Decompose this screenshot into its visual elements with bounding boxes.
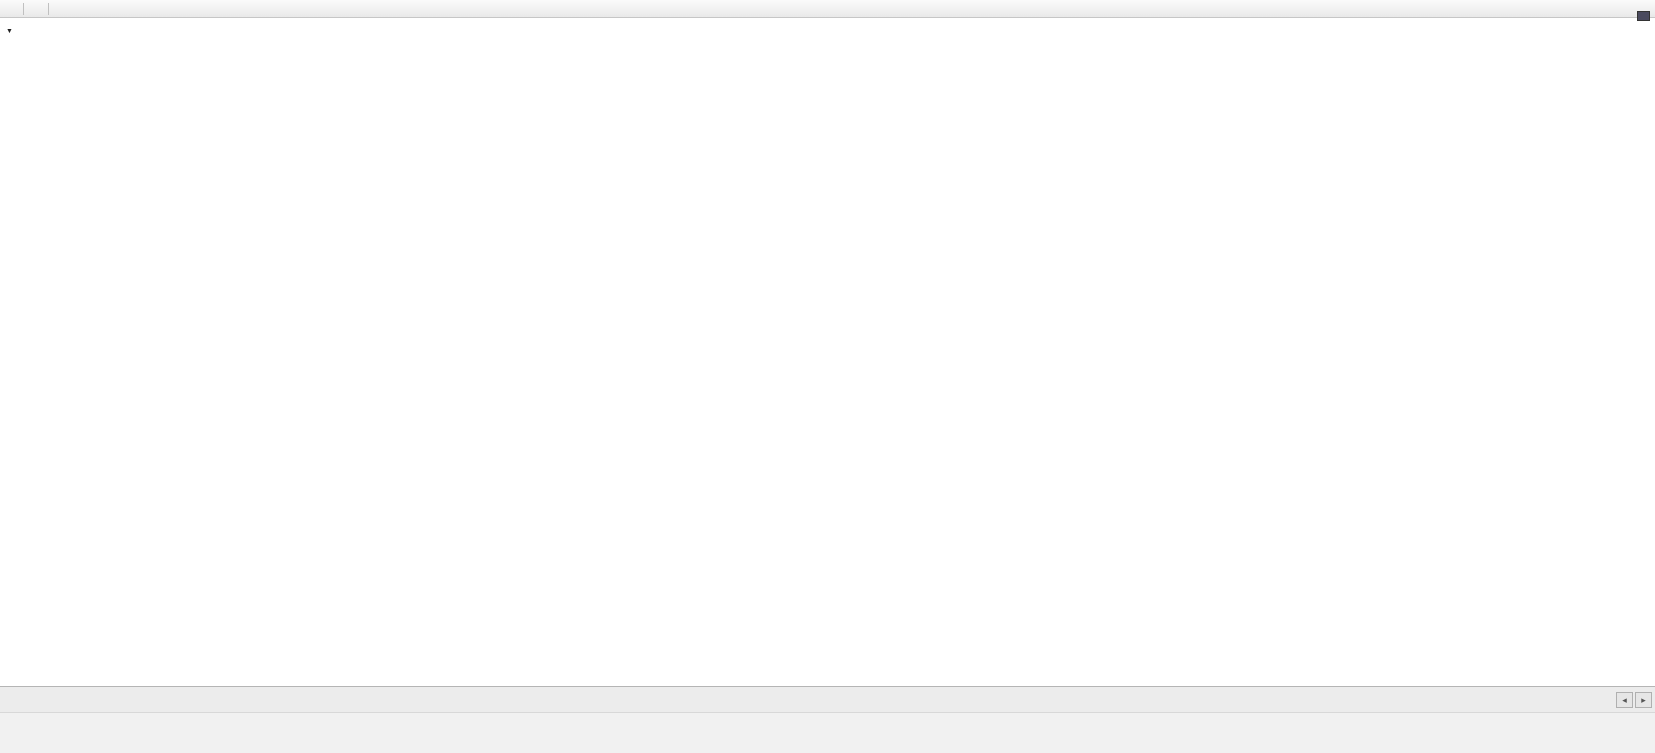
chart-tab-bar: ◂ ▸ — [0, 686, 1655, 712]
chart-title: ▼ — [6, 25, 23, 36]
dropdown-arrow-icon: ▼ — [6, 28, 13, 35]
drawing-tools-button[interactable] — [27, 1, 45, 16]
chart-scroll-button[interactable] — [1637, 11, 1650, 21]
toolbar-separator — [48, 2, 49, 15]
chart-type-button[interactable] — [2, 1, 20, 16]
chart-window — [0, 18, 1655, 686]
chart-canvas[interactable] — [0, 18, 1655, 686]
toolbar-separator — [23, 2, 24, 15]
macd-label — [6, 579, 18, 590]
tab-scroll-arrows: ◂ ▸ — [1616, 692, 1652, 708]
top-toolbar — [0, 0, 1655, 18]
status-bar — [0, 712, 1655, 753]
rsi-label — [6, 500, 14, 511]
tab-scroll-left-button[interactable]: ◂ — [1616, 692, 1633, 708]
tab-scroll-right-button[interactable]: ▸ — [1635, 692, 1652, 708]
